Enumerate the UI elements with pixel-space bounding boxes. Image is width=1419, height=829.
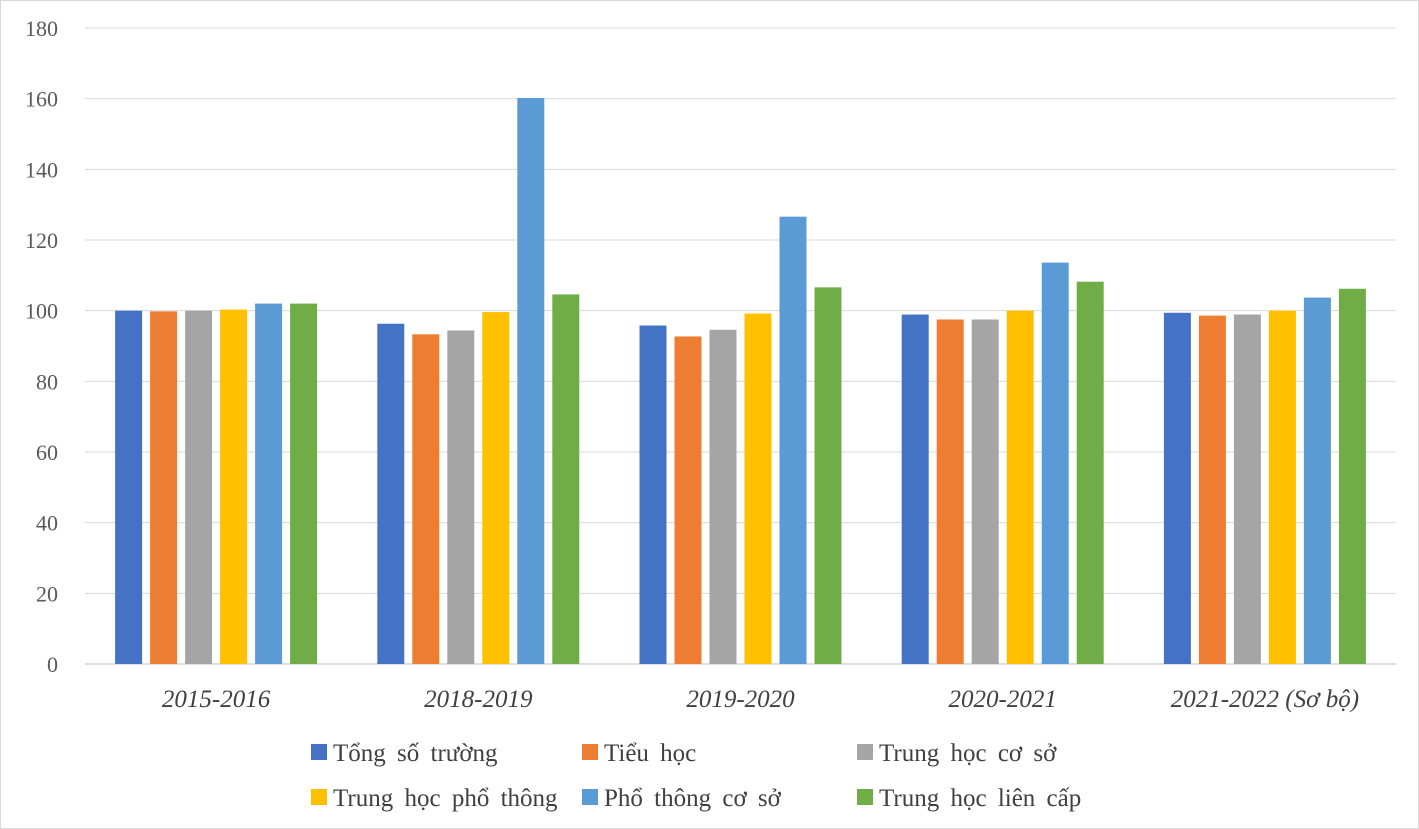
bar — [150, 311, 178, 664]
x-category-label: 2020-2021 — [949, 686, 1057, 713]
y-tick-label: 60 — [36, 440, 58, 465]
bar — [255, 303, 283, 664]
legend-label: Trung học phổ thông — [333, 785, 558, 812]
bar — [936, 319, 964, 664]
bar — [377, 323, 405, 664]
bar — [552, 294, 580, 664]
x-category-label: 2021-2022 (Sơ bộ) — [1171, 686, 1359, 713]
legend-label: Trung học cơ sở — [879, 740, 1057, 767]
x-axis-category-labels: 2015-2016 2018-2019 2019-2020 2020-2021 2021… — [162, 686, 1359, 713]
y-tick-label: 120 — [25, 228, 58, 253]
bar — [1268, 310, 1296, 664]
bar — [639, 325, 667, 664]
bar — [185, 310, 213, 664]
legend-swatch — [311, 789, 327, 805]
y-tick-label: 140 — [25, 157, 58, 182]
y-tick-label: 100 — [25, 299, 58, 324]
bar — [412, 334, 440, 664]
y-tick-label: 20 — [36, 581, 58, 606]
bar — [1198, 315, 1226, 664]
y-tick-label: 160 — [25, 87, 58, 112]
legend-swatch — [582, 744, 598, 760]
legend-item: Phổ thông cơ sở — [582, 785, 782, 812]
bar — [674, 336, 702, 664]
legend-item: Trung học phổ thông — [311, 785, 558, 812]
x-category-label: 2018-2019 — [424, 686, 533, 713]
legend-item: Trung học liên cấp — [857, 785, 1081, 812]
bar — [779, 216, 807, 664]
y-tick-label: 180 — [25, 16, 58, 41]
legend-label: Trung học liên cấp — [879, 785, 1081, 812]
legend-item: Tiểu học — [582, 740, 696, 767]
legend-swatch — [311, 744, 327, 760]
bar — [814, 287, 842, 664]
bar — [115, 310, 143, 664]
bar — [220, 309, 248, 664]
y-axis-tick-labels: 0 20 40 60 80 100 120 140 160 180 — [25, 16, 58, 677]
bar — [482, 312, 510, 664]
bars — [115, 97, 1366, 664]
legend-swatch — [857, 789, 873, 805]
bar — [1338, 288, 1366, 664]
bar — [1233, 314, 1261, 664]
bar — [901, 314, 929, 664]
x-category-label: 2019-2020 — [686, 686, 795, 713]
bar — [744, 313, 772, 664]
x-category-label: 2015-2016 — [162, 686, 271, 713]
y-tick-label: 0 — [47, 652, 58, 677]
bar — [971, 319, 999, 664]
legend-item: Tổng số trường — [311, 740, 498, 767]
bar — [290, 303, 318, 664]
legend-label: Tiểu học — [604, 740, 696, 767]
bar — [447, 330, 475, 664]
legend-swatch — [582, 789, 598, 805]
bar — [709, 329, 737, 664]
bar — [1041, 262, 1069, 664]
y-tick-label: 40 — [36, 511, 58, 536]
legend-item: Trung học cơ sở — [857, 740, 1057, 767]
legend-swatch — [857, 744, 873, 760]
bar — [1303, 297, 1331, 664]
bar — [1163, 312, 1191, 664]
bar — [517, 97, 545, 664]
bar — [1006, 310, 1034, 664]
legend: Tổng số trường Tiểu học Trung học cơ sở Tru… — [311, 740, 1081, 812]
legend-label: Tổng số trường — [333, 740, 498, 767]
y-tick-label: 80 — [36, 369, 58, 394]
bar — [1076, 281, 1104, 664]
legend-label: Phổ thông cơ sở — [604, 785, 782, 812]
